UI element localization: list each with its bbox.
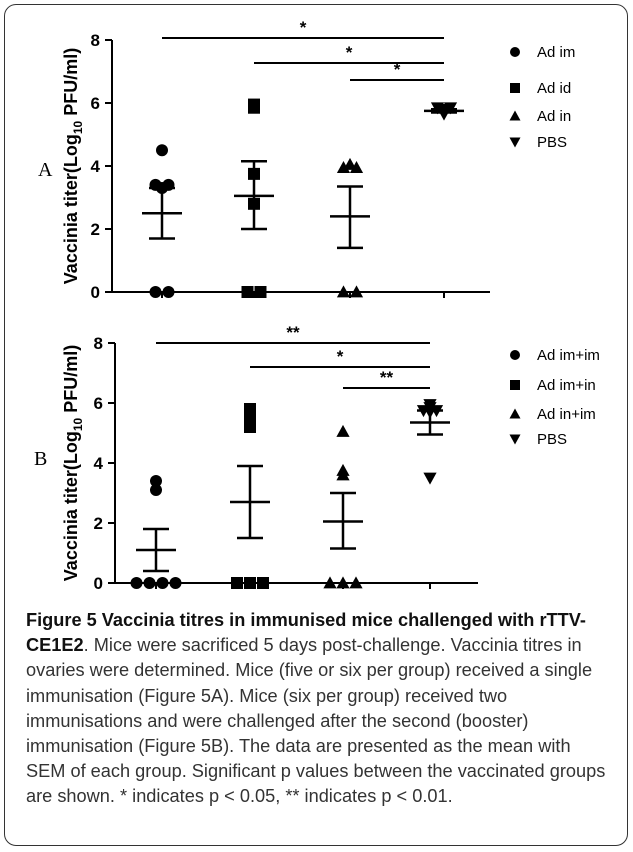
- panel-b-data-point: [336, 468, 350, 481]
- panel-a-data-point: [162, 286, 175, 298]
- panel-b-data-point: [244, 421, 256, 433]
- caption-title: Figure 5 Vaccinia titres in immunised mi…: [26, 610, 586, 656]
- panel-a-data-point: [248, 101, 260, 114]
- panel-a-legend-label: Ad id: [537, 80, 571, 97]
- caption-text: . Mice were sacrificed 5 days post-chall…: [26, 635, 606, 807]
- panel-a-legend-marker: [510, 47, 520, 57]
- panel-b-data-point: [336, 576, 350, 589]
- panel-a-data-point: [156, 144, 168, 157]
- panel-a-legend-marker: [510, 83, 520, 93]
- panel-a-y-tick-label: 8: [91, 31, 100, 50]
- figure-frame: [4, 4, 628, 846]
- panel-b-y-axis-label: Vaccinia titer(Log10 PFU/ml): [61, 345, 85, 581]
- panel-b-legend-label: PBS: [537, 431, 567, 448]
- panel-a-chart: 0 2 4 6 8 Vaccinia titer(Log10 PFU/ml) A * * * Ad …: [38, 18, 575, 302]
- panel-a-data-point: [349, 160, 364, 173]
- panel-b-legend-marker: [509, 408, 521, 419]
- panel-a-y-tick-label: 4: [91, 157, 101, 176]
- panel-b-y-tick-label: 4: [94, 454, 104, 473]
- panel-a-data-point: [241, 286, 254, 298]
- panel-a-y-tick-label: 6: [91, 94, 100, 113]
- figure-caption: Figure 5 Vaccinia titres in immunised mi…: [26, 608, 610, 810]
- panel-a-data-point: [343, 157, 357, 170]
- panel-a-legend-label: Ad im: [537, 44, 575, 61]
- panel-b-data-point: [349, 576, 363, 589]
- panel-a-legend-marker: [509, 110, 521, 121]
- panel-a-legend-label: PBS: [537, 134, 567, 151]
- panel-b-y-tick-label: 8: [94, 334, 103, 353]
- panel-b-data-point: [244, 403, 256, 415]
- panel-b-significance-label: **: [380, 368, 394, 387]
- panel-a-y-tick-label: 0: [91, 283, 100, 302]
- panel-a-data-point: [349, 285, 364, 298]
- panel-b-y-tick-label: 2: [94, 514, 103, 533]
- panel-b-significance-label: *: [337, 347, 344, 366]
- panel-b-data-point: [143, 577, 156, 589]
- panel-a-legend-marker: [509, 137, 521, 148]
- panel-a-data-point: [149, 286, 162, 298]
- panel-a-significance-label: *: [300, 18, 307, 37]
- panel-a-label: A: [38, 159, 53, 181]
- panel-b-data-point: [231, 577, 243, 589]
- panel-b-data-point: [423, 472, 437, 485]
- panel-a-data-point: [336, 160, 351, 173]
- panel-b-data-point: [244, 577, 256, 589]
- panel-a-data-point: [254, 286, 267, 298]
- panel-b-data-point: [150, 475, 162, 487]
- panel-a-y-tick-label: 2: [91, 220, 100, 239]
- panel-b-legend-marker: [510, 380, 520, 390]
- panel-b-data-point: [336, 424, 350, 437]
- panel-a-y-axis-label: Vaccinia titer(Log10 PFU/ml): [61, 48, 85, 284]
- panel-a-data-point: [336, 285, 351, 298]
- panel-b-legend-marker: [510, 350, 520, 360]
- panel-b-legend-marker: [509, 434, 521, 445]
- panel-b-significance-label: **: [286, 323, 300, 342]
- panel-b-data-point: [150, 484, 162, 496]
- panel-b-legend-label: Ad im+in: [537, 377, 596, 394]
- panel-b-legend-label: Ad im+im: [537, 347, 600, 364]
- panel-a-significance-label: *: [394, 60, 401, 79]
- panel-b-legend-label: Ad in+im: [537, 406, 596, 423]
- panel-b-data-point: [156, 577, 169, 589]
- panel-b-y-tick-label: 0: [94, 574, 103, 593]
- panel-b-data-point: [169, 577, 182, 589]
- panel-a-legend-label: Ad in: [537, 108, 571, 125]
- panel-b-data-point: [130, 577, 143, 589]
- panel-a-significance-label: *: [346, 43, 353, 62]
- panel-b-y-tick-label: 6: [94, 394, 103, 413]
- panel-b-data-point: [323, 576, 337, 589]
- panel-b-data-point: [257, 577, 269, 589]
- panel-b-label: B: [34, 448, 47, 470]
